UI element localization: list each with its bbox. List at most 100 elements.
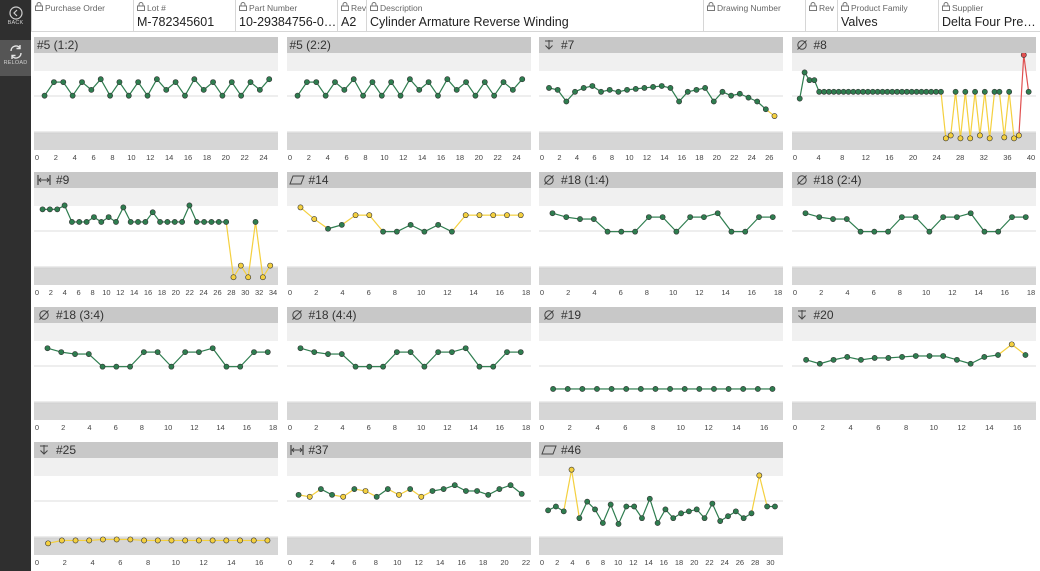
data-point: [843, 216, 850, 222]
data-point: [650, 84, 656, 90]
data-point: [1022, 214, 1029, 220]
chart-title: #25: [34, 442, 278, 458]
tick-label: 18: [774, 288, 782, 297]
header-bar: Purchase Order Lot # M-782345601 Part Nu…: [31, 0, 1040, 32]
data-point: [607, 501, 614, 508]
series-segment: [617, 506, 627, 525]
header-field-drawing-rev[interactable]: Rev: [805, 0, 837, 31]
header-field-drawing-number[interactable]: Drawing Number: [703, 0, 805, 31]
chart-panel[interactable]: #20 0 2 4 6 8 10 12 14 16: [789, 303, 1036, 433]
tick-label: 24: [748, 153, 756, 162]
chart-panel[interactable]: #18 (1:4) 0 2 4 6 8 10 12 14 16 18: [536, 168, 783, 298]
chart-panel[interactable]: #18 (4:4) 0 2 4 6 8 10 12 14 16 18: [284, 303, 531, 433]
tick-label: 12: [443, 423, 451, 432]
data-point: [908, 88, 915, 95]
data-point: [172, 79, 179, 85]
data-point: [592, 506, 598, 513]
tick-label: 14: [660, 153, 668, 162]
tick-label: 4: [575, 153, 579, 162]
tick-label: 26: [736, 558, 744, 567]
header-field-purchase-order[interactable]: Purchase Order: [31, 0, 133, 31]
chart-panel[interactable]: #25 0 2 4 6 8 10 12 14 16: [31, 438, 278, 568]
data-point: [350, 76, 357, 83]
chart-panel[interactable]: #5 (2:2) 0 2 4 6 8 10 12 14 16 18 20 22 24: [284, 33, 531, 163]
data-point: [339, 493, 346, 500]
data-point: [563, 214, 570, 220]
data-point: [182, 349, 189, 355]
tick-label: 4: [848, 423, 852, 432]
chart-panel[interactable]: #37 0 2 4 6 8 10 12 14 16 18 20 22: [284, 438, 531, 568]
data-point: [762, 106, 769, 113]
reload-button[interactable]: RELOAD: [0, 40, 31, 76]
tick-label: 2: [820, 423, 824, 432]
tick-label: 24: [259, 153, 267, 162]
tick-label: 10: [164, 423, 172, 432]
chart-panel[interactable]: #18 (3:4) 0 2 4 6 8 10 12 14 16 18: [31, 303, 278, 433]
tick-label: 26: [213, 288, 221, 297]
tick-label: 0: [35, 288, 39, 297]
bottom-band: [286, 403, 531, 420]
data-point: [425, 79, 432, 85]
tick-label: 12: [704, 423, 712, 432]
data-point: [60, 79, 67, 85]
header-field-lot[interactable]: Lot # M-782345601: [133, 0, 235, 31]
data-point: [756, 214, 762, 220]
tick-label: 20: [222, 153, 230, 162]
data-point: [72, 351, 78, 357]
data-point: [251, 349, 257, 355]
header-field-label: Rev: [819, 2, 835, 13]
data-point: [209, 537, 216, 544]
header-field-part-number[interactable]: Part Number 10-29384756-001: [235, 0, 337, 31]
tick-label: 12: [190, 423, 198, 432]
control-chart: 0 2 4 6 8 10 12 14 16: [539, 323, 783, 432]
data-point: [957, 135, 963, 142]
chart-panel[interactable]: #9 0 2 4 6 8 10 12 14 16 18 20 22 24 26 28 30 32 34: [31, 168, 278, 298]
data-point: [462, 212, 469, 219]
series-segment: [914, 216, 930, 233]
tick-label: 4: [325, 153, 329, 162]
tick-label: 4: [330, 558, 334, 567]
tick-label: 8: [645, 288, 649, 297]
data-point: [384, 486, 391, 492]
data-point: [338, 221, 345, 228]
header-field-description[interactable]: Description Cylinder Armature Reverse Wi…: [366, 0, 703, 31]
header-field-rev[interactable]: Rev A2: [337, 0, 366, 31]
chart-panel[interactable]: #19 0 2 4 6 8 10 12 14 16: [536, 303, 783, 433]
series-segment: [1003, 91, 1010, 138]
tick-label: 8: [146, 558, 150, 567]
data-point: [196, 537, 202, 544]
header-field-product-family[interactable]: Product Family Valves: [837, 0, 938, 31]
data-point: [85, 351, 92, 357]
data-point: [884, 355, 891, 361]
chart-panel[interactable]: #46 0 2 4 6 8 10 12 14 16 18 20 22 24 26 28 30: [536, 438, 783, 568]
tick-label: 0: [35, 153, 39, 162]
header-field-label: Product Family: [851, 2, 908, 13]
series-segment: [887, 216, 902, 233]
data-point: [646, 495, 653, 502]
series-segment: [798, 72, 805, 99]
data-point: [884, 228, 891, 235]
chart-panel[interactable]: #8 0 4 8 12 16 20 24 28 32 36 40: [789, 33, 1036, 163]
bottom-band: [791, 403, 1036, 420]
chart-panel[interactable]: #14 0 2 4 6 8 10 12 14 16 18: [284, 168, 531, 298]
tick-label: 16: [184, 153, 192, 162]
data-point: [560, 508, 567, 515]
chart-panel[interactable]: #7 0 2 4 6 8 10 12 14 16 18 20 22 24 26: [536, 33, 783, 163]
bottom-band: [286, 133, 531, 150]
chart-title-text: #5 (1:2): [37, 38, 79, 52]
data-point: [937, 88, 944, 95]
tick-label: 14: [436, 558, 444, 567]
data-point: [870, 228, 877, 235]
data-point: [637, 386, 644, 392]
header-field-supplier[interactable]: Supplier Delta Four Preci...: [938, 0, 1040, 31]
data-point: [623, 503, 630, 510]
data-point: [835, 88, 842, 95]
data-point: [857, 228, 863, 235]
chart-panel[interactable]: #18 (2:4) 0 2 4 6 8 10 12 14 16 18: [789, 168, 1036, 298]
data-point: [472, 92, 478, 99]
tick-label: 10: [921, 288, 929, 297]
chart-panel[interactable]: #5 (1:2) 0 2 4 6 8 10 12 14 16 18 20 22 24: [31, 33, 278, 163]
back-button[interactable]: BACK: [0, 6, 31, 42]
data-point: [61, 202, 68, 209]
depth-icon: [541, 38, 557, 52]
